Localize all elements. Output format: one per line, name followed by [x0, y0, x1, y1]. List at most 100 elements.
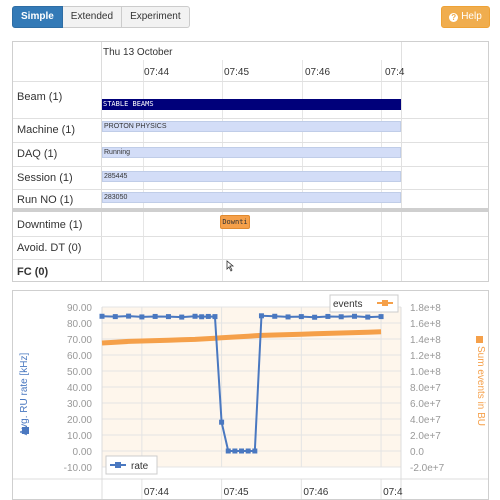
- legend-events-label: events: [333, 299, 362, 310]
- timeline-gridline: [381, 60, 382, 281]
- row-group-separator: [13, 208, 488, 212]
- timeline-row-beam: Beam (1) STABLE BEAMS: [13, 81, 488, 118]
- rate-data-point: [99, 313, 105, 319]
- time-tick: 07:44: [144, 67, 170, 78]
- events-series-line: [101, 329, 382, 346]
- row-label-beam: Beam (1): [17, 91, 63, 103]
- row-label-session: Session (1): [17, 172, 73, 184]
- x-tick-label: 07:44: [144, 487, 169, 498]
- row-label-downtime: Downtime (1): [17, 219, 83, 231]
- timeline-row-session: Session (1) 285445: [13, 166, 488, 189]
- rate-data-point: [152, 313, 158, 319]
- question-circle-icon: ?: [449, 13, 459, 22]
- y-left-tick-label: 70.00: [67, 335, 92, 346]
- rate-data-point: [312, 314, 318, 320]
- rate-data-point: [212, 314, 218, 320]
- run-number-bar[interactable]: 283050: [102, 192, 401, 203]
- row-label-daq: DAQ (1): [17, 148, 58, 160]
- rate-chart-panel: 90.00 80.00 70.00 60.00 50.00 40.00 30.00 20.00…: [12, 290, 489, 500]
- rate-data-point: [126, 313, 132, 319]
- timeline-row-run-number: Run NO (1) 283050: [13, 189, 488, 210]
- legend-events[interactable]: events: [329, 294, 399, 313]
- y-left-tick-label: -10.00: [64, 463, 93, 474]
- y-left-tick-label: 90.00: [67, 303, 92, 314]
- y-left-tick-label: 20.00: [67, 415, 92, 426]
- row-label-avoidable-downtime: Avoid. DT (0): [17, 242, 82, 254]
- session-bar[interactable]: 285445: [102, 171, 401, 182]
- rate-data-point: [338, 314, 344, 320]
- rate-data-point: [225, 448, 231, 454]
- rate-events-chart: 90.00 80.00 70.00 60.00 50.00 40.00 30.00 20.00…: [13, 294, 488, 499]
- row-label-run-number: Run NO (1): [17, 194, 74, 206]
- view-mode-tabs: Simple Extended Experiment: [12, 6, 190, 28]
- mouse-cursor-icon: [226, 260, 235, 272]
- right-axis-color-swatch: [476, 336, 483, 343]
- rate-data-point: [365, 314, 371, 320]
- timeline-row-downtime: Downtime (1): [13, 212, 488, 236]
- beam-status-bar[interactable]: STABLE BEAMS: [102, 99, 401, 110]
- y-left-tick-label: 60.00: [67, 351, 92, 362]
- y-right-tick-label: 1.6e+8: [410, 319, 441, 330]
- y-right-tick-label: -2.0e+7: [410, 463, 445, 474]
- left-axis-color-swatch: [22, 427, 29, 434]
- timeline-row-avoidable-downtime: Avoid. DT (0): [13, 236, 488, 259]
- y-right-tick-label: 1.2e+8: [410, 351, 441, 362]
- y-left-tick-label: 50.00: [67, 367, 92, 378]
- row-label-fc: FC (0): [17, 266, 49, 278]
- row-label-machine: Machine (1): [17, 124, 76, 136]
- rate-data-point: [351, 313, 357, 319]
- x-tick-label: 07:46: [303, 487, 328, 498]
- tab-experiment[interactable]: Experiment: [122, 6, 190, 28]
- rate-data-point: [272, 313, 278, 319]
- y-right-tick-label: 2.0e+7: [410, 431, 441, 442]
- y-left-tick-label: 80.00: [67, 319, 92, 330]
- timeline-row-machine: Machine (1) PROTON PHYSICS: [13, 118, 488, 142]
- rate-data-point: [239, 448, 245, 454]
- rate-data-point: [112, 314, 118, 320]
- rate-data-point: [165, 314, 171, 320]
- y-left-tick-label: 40.00: [67, 383, 92, 394]
- rate-data-point: [378, 314, 384, 320]
- y-right-tick-label: 1.4e+8: [410, 335, 441, 346]
- rate-data-point: [285, 314, 291, 320]
- time-tick: 07:45: [224, 67, 250, 78]
- daq-state-bar[interactable]: Running: [102, 147, 401, 158]
- legend-rate-marker: [115, 462, 121, 468]
- help-label: Help: [461, 11, 482, 22]
- y-left-tick-label: 30.00: [67, 399, 92, 410]
- rate-data-point: [199, 314, 205, 320]
- machine-mode-bar[interactable]: PROTON PHYSICS: [102, 121, 401, 132]
- label-column-divider: [101, 42, 102, 281]
- time-tick: 07:4: [385, 67, 405, 78]
- y-right-tick-label: 1.0e+8: [410, 367, 441, 378]
- timeline-gridline: [302, 60, 303, 281]
- tab-simple[interactable]: Simple: [12, 6, 63, 28]
- y-left-tick-label: 10.00: [67, 431, 92, 442]
- rate-data-point: [245, 448, 251, 454]
- tab-extended[interactable]: Extended: [62, 6, 123, 28]
- rate-data-point: [219, 419, 225, 425]
- rate-data-point: [232, 448, 238, 454]
- timeline-panel: Thu 13 October 07:44 07:45 07:46 07:4 Be…: [12, 41, 489, 282]
- downtime-block[interactable]: Downti: [220, 215, 250, 229]
- rate-data-point: [139, 314, 145, 320]
- rate-data-point: [258, 313, 264, 319]
- y-right-tick-label: 6.0e+7: [410, 399, 441, 410]
- help-button[interactable]: ? Help: [441, 6, 490, 28]
- rate-data-point: [192, 313, 198, 319]
- y-right-tick-label: 1.8e+8: [410, 303, 441, 314]
- y-right-tick-label: 4.0e+7: [410, 415, 441, 426]
- y-right-tick-label: 0.0: [410, 447, 424, 458]
- timeline-row-daq: DAQ (1) Running: [13, 142, 488, 166]
- rate-data-point: [205, 313, 211, 319]
- timeline-date: Thu 13 October: [103, 47, 173, 58]
- y-axis-left-label: Avg. RU rate [kHz]: [19, 352, 30, 435]
- timeline-gridline: [143, 60, 144, 281]
- legend-rate[interactable]: rate: [105, 455, 158, 475]
- y-right-tick-label: 8.0e+7: [410, 383, 441, 394]
- legend-events-marker: [382, 300, 388, 306]
- timeline-gridline: [222, 60, 223, 281]
- timeline-row-fc: FC (0): [13, 259, 488, 281]
- legend-rate-label: rate: [131, 461, 149, 472]
- x-tick-label: 07:45: [224, 487, 249, 498]
